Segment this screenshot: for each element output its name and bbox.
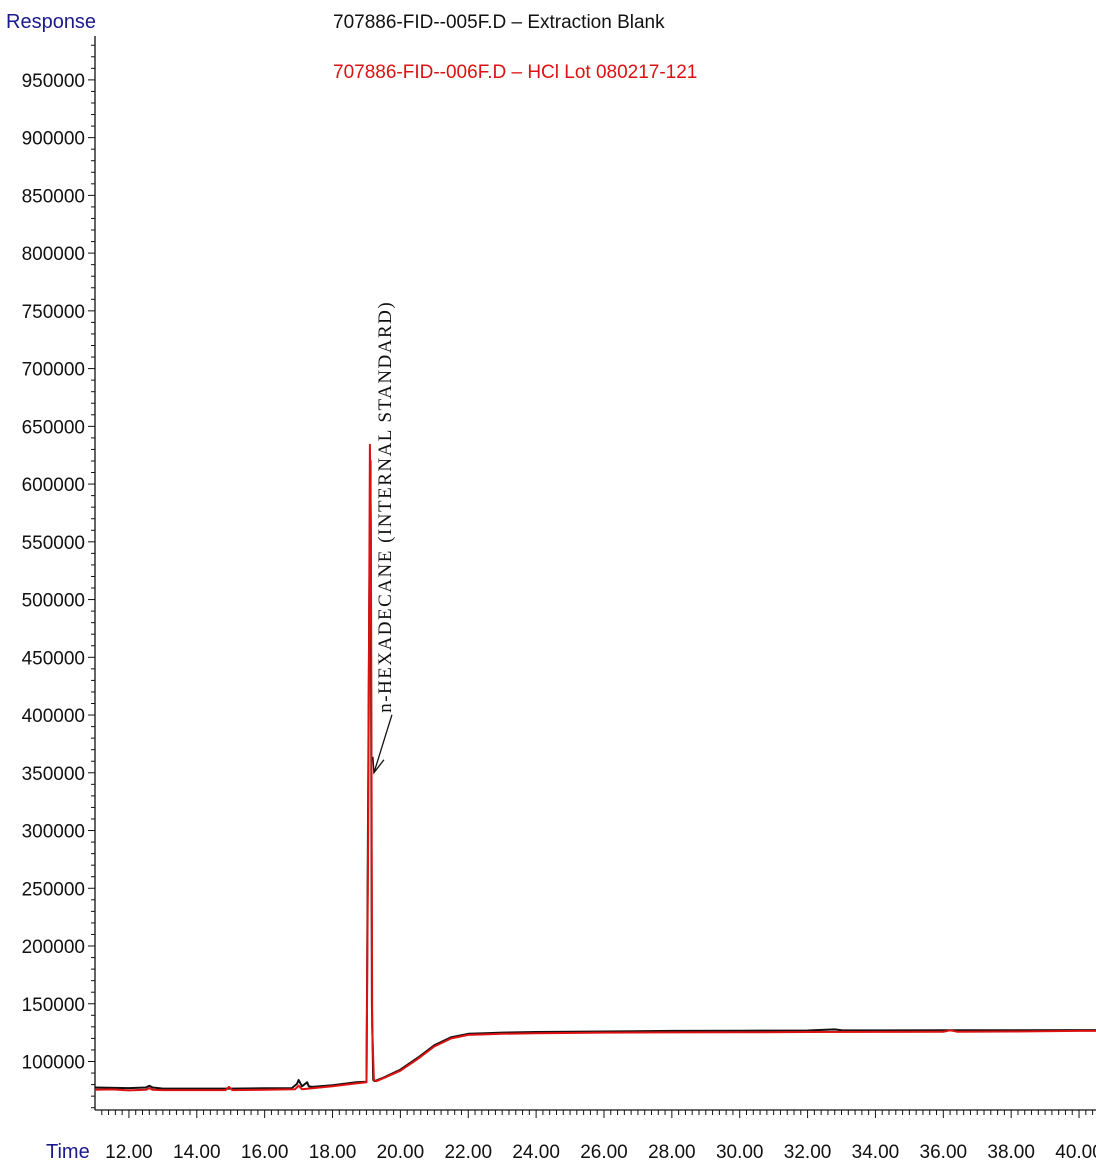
legend-entry-hcl-lot: 707886-FID--006F.D – HCl Lot 080217-121 [333,62,697,83]
x-tick-label: 18.00 [309,1142,357,1163]
y-tick-label: 850000 [22,186,85,207]
x-tick-label: 34.00 [852,1142,900,1163]
y-tick-label: 800000 [22,244,85,265]
y-tick-label: 450000 [22,648,85,669]
axis-ticks: 100000 150000 200000 250000 300000 350000 4000… [22,44,1096,1163]
y-tick-label: 950000 [22,71,85,92]
peak-annotation-label: n-HEXADECANE (INTERNAL STANDARD) [375,301,396,713]
series-layer [94,443,1096,1092]
y-tick-label: 200000 [22,937,85,958]
x-axis-label: Time [46,1141,90,1163]
x-tick-label: 28.00 [648,1142,696,1163]
y-tick-label: 900000 [22,129,85,150]
y-tick-label: 400000 [22,706,85,727]
y-tick-label: 650000 [22,417,85,438]
y-tick-label: 100000 [22,1052,85,1073]
x-tick-label: 22.00 [444,1142,492,1163]
y-tick-label: 500000 [22,591,85,612]
x-tick-label: 30.00 [716,1142,764,1163]
x-tick-label: 24.00 [512,1142,560,1163]
y-tick-label: 350000 [22,764,85,785]
y-tick-label: 150000 [22,995,85,1016]
x-tick-label: 20.00 [377,1142,425,1163]
y-axis-label: Response [6,11,96,33]
y-tick-label: 700000 [22,360,85,381]
x-tick-label: 26.00 [580,1142,628,1163]
annotation-layer: n-HEXADECANE (INTERNAL STANDARD) [372,301,396,775]
x-tick-label: 36.00 [920,1142,968,1163]
x-tick-label: 12.00 [105,1142,153,1163]
y-tick-label: 750000 [22,302,85,323]
legend-entry-extraction-blank: 707886-FID--005F.D – Extraction Blank [333,12,665,33]
y-tick-label: 250000 [22,879,85,900]
x-tick-label: 14.00 [173,1142,221,1163]
x-tick-label: 40.00 [1055,1142,1096,1163]
series-line-1 [94,443,1096,1092]
y-tick-label: 300000 [22,822,85,843]
annotation-arrow-head [372,756,385,775]
x-tick-label: 38.00 [987,1142,1035,1163]
x-tick-label: 16.00 [241,1142,289,1163]
annotation-arrow-shaft [373,714,393,773]
y-tick-label: 550000 [22,533,85,554]
x-tick-label: 32.00 [784,1142,832,1163]
y-tick-label: 600000 [22,475,85,496]
series-line-0 [94,460,1096,1090]
